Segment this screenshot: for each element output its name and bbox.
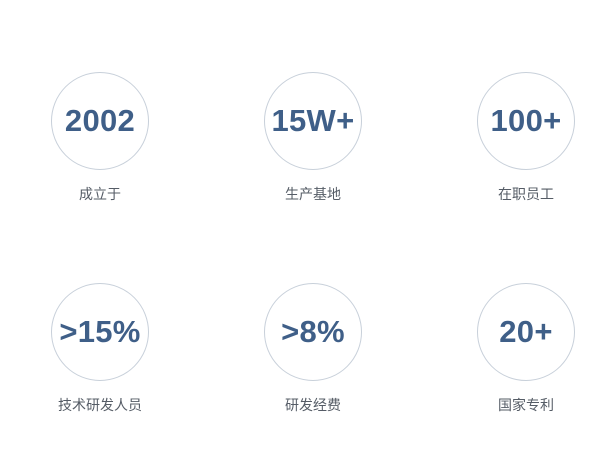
stat-label: 生产基地 bbox=[285, 186, 341, 202]
stat-circle: >15% bbox=[51, 283, 149, 381]
stat-label: 成立于 bbox=[79, 186, 121, 202]
stat-value: >15% bbox=[59, 314, 141, 349]
stat-value: 100+ bbox=[490, 103, 562, 138]
stat-circle: 20+ bbox=[477, 283, 575, 381]
stat-founded: 2002 成立于 bbox=[20, 72, 180, 204]
stat-circle: 100+ bbox=[477, 72, 575, 170]
stat-value: 2002 bbox=[64, 103, 136, 138]
stat-patents: 20+ 国家专利 bbox=[446, 283, 606, 415]
stat-label: 在职员工 bbox=[498, 186, 554, 202]
stat-value: 20+ bbox=[499, 314, 553, 349]
stat-rd-funding: >8% 研发经费 bbox=[233, 283, 393, 415]
stat-label: 研发经费 bbox=[285, 397, 341, 413]
stat-production-base: 15W+ 生产基地 bbox=[233, 72, 393, 204]
stat-circle: >8% bbox=[264, 283, 362, 381]
stat-circle: 2002 bbox=[51, 72, 149, 170]
stat-value: >8% bbox=[281, 314, 345, 349]
stat-circle: 15W+ bbox=[264, 72, 362, 170]
stat-label: 技术研发人员 bbox=[58, 397, 142, 413]
stat-value: 15W+ bbox=[271, 103, 355, 138]
stat-label: 国家专利 bbox=[498, 397, 554, 413]
stat-employees: 100+ 在职员工 bbox=[446, 72, 606, 204]
stat-rd-staff: >15% 技术研发人员 bbox=[20, 283, 180, 415]
